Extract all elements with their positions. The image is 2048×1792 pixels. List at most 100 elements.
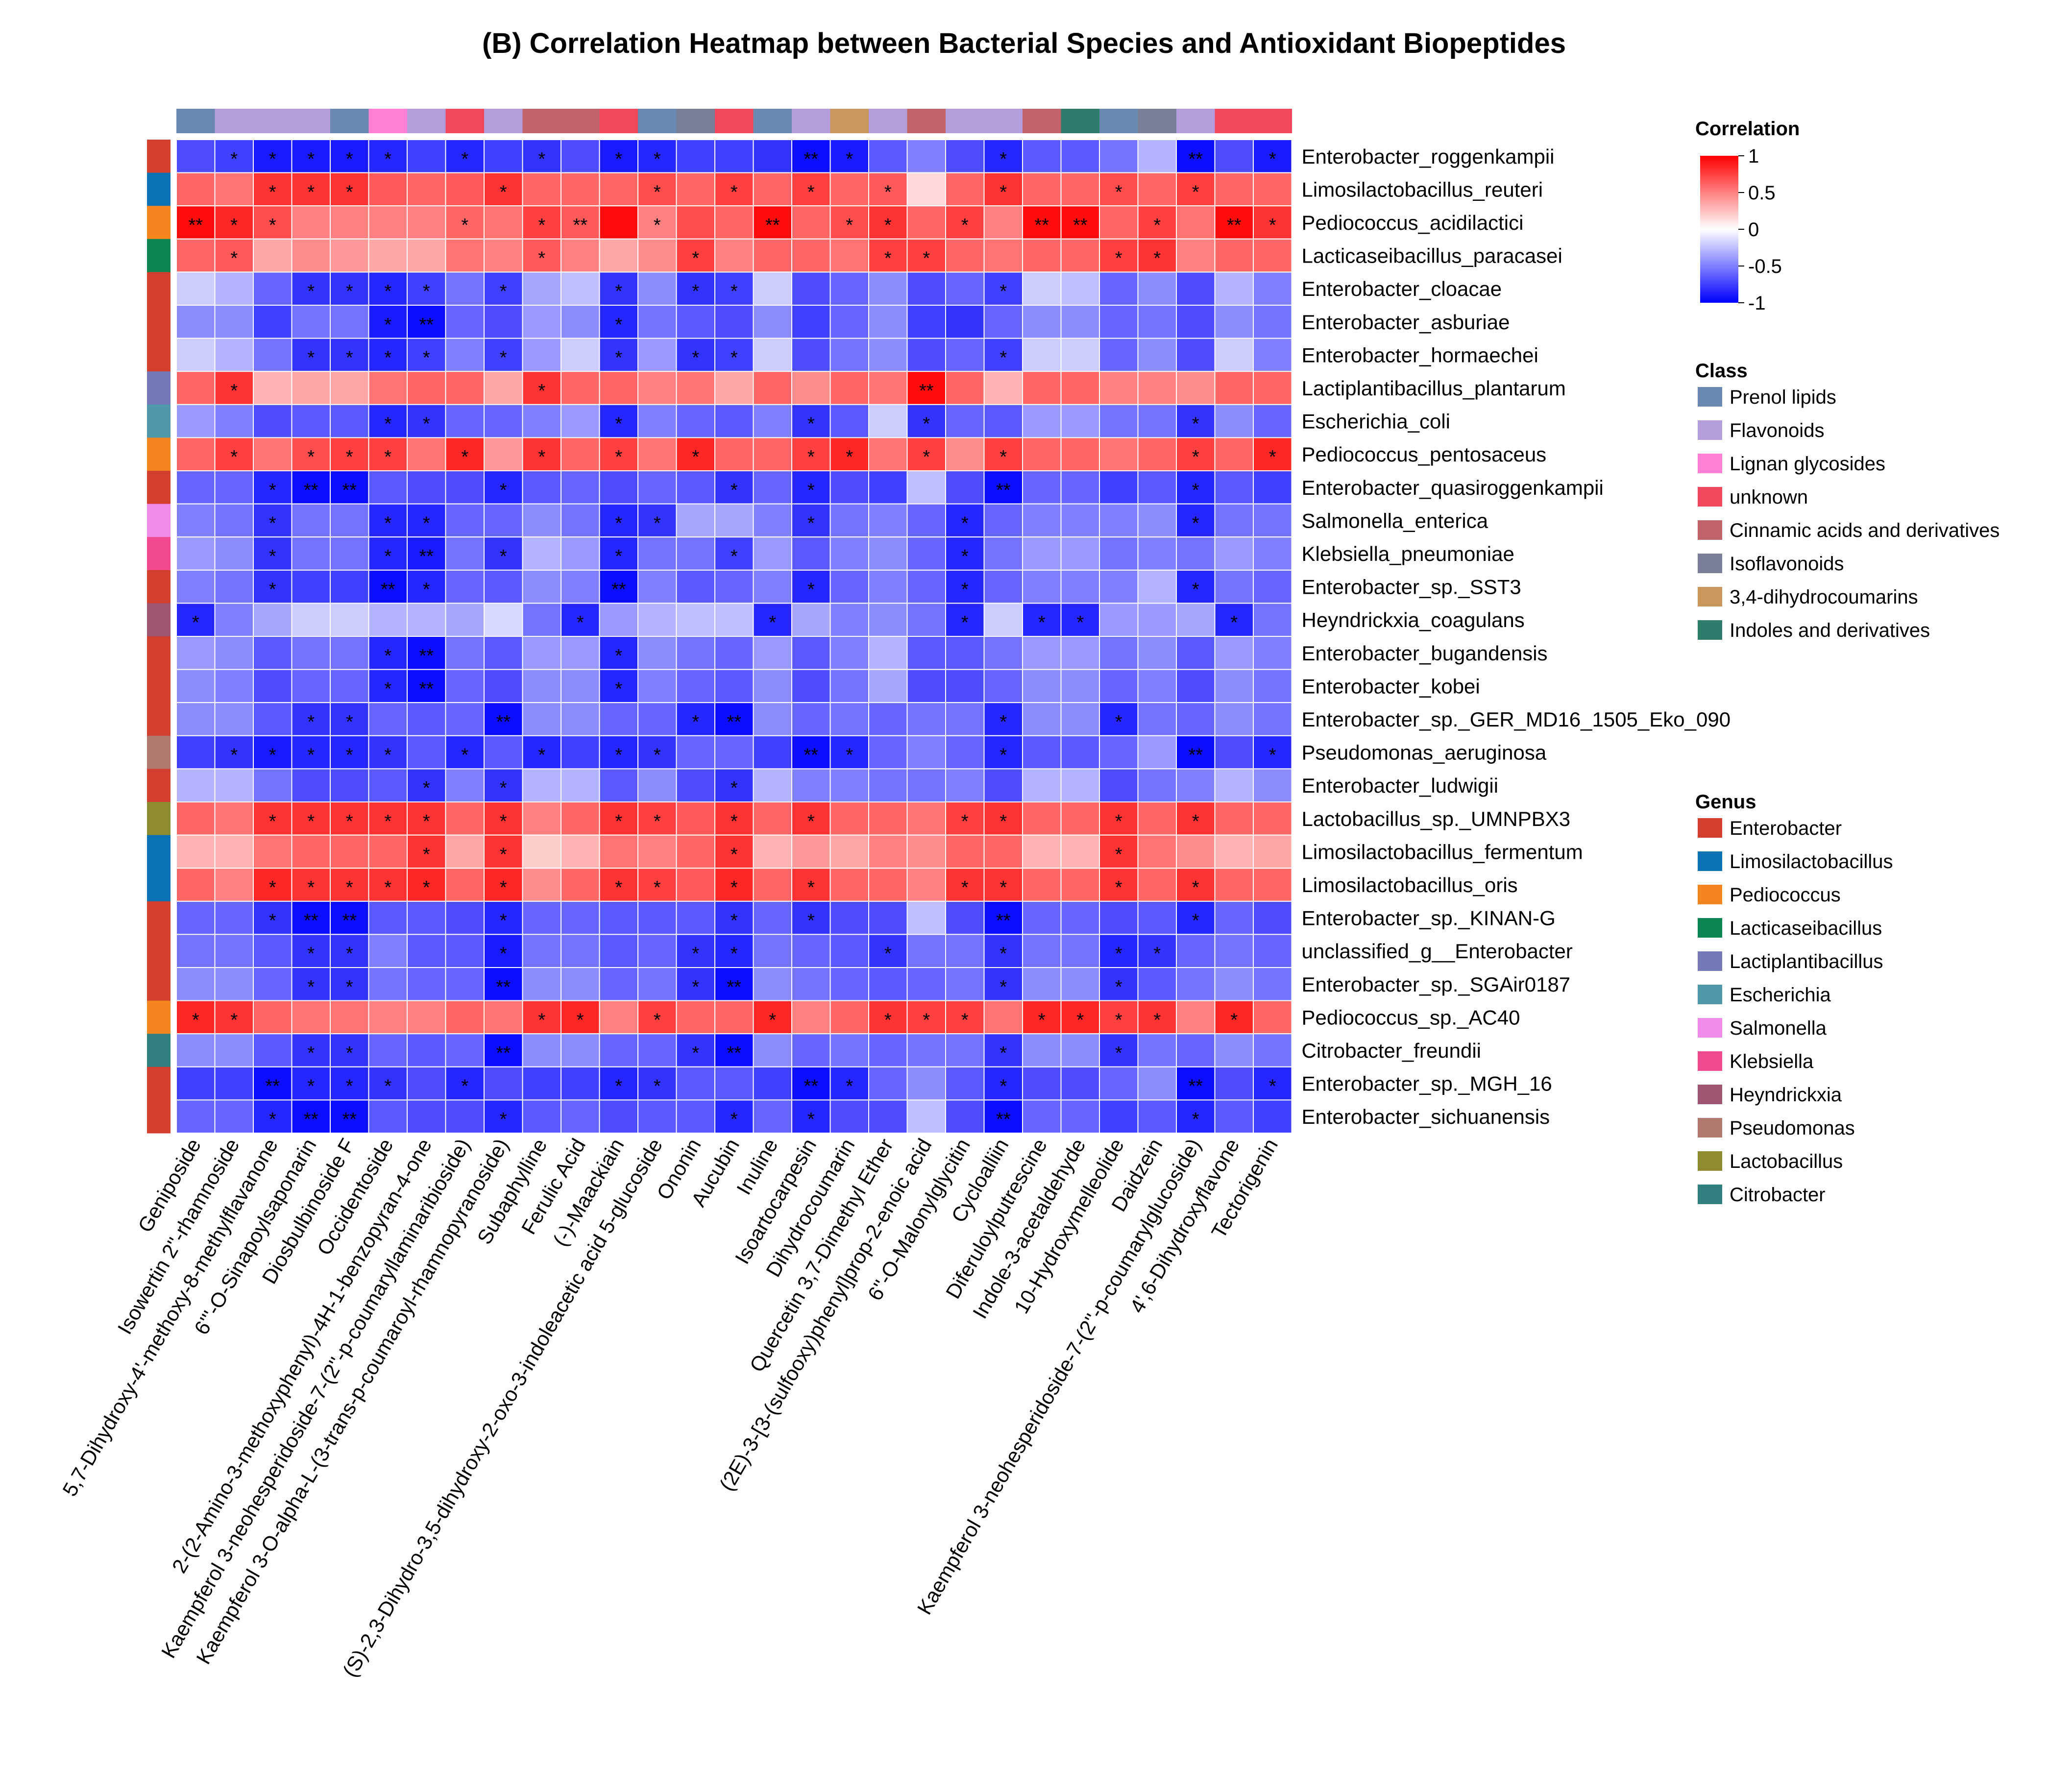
heatmap-cell — [368, 934, 408, 969]
heatmap-cell — [1253, 967, 1292, 1001]
heatmap-cell — [214, 868, 254, 902]
heatmap-cell — [1176, 1033, 1216, 1067]
heatmap-cell — [1099, 536, 1139, 571]
heatmap-cell — [484, 305, 523, 339]
significance-mark: * — [346, 281, 353, 302]
heatmap-cell — [676, 503, 715, 538]
heatmap-cell — [368, 139, 408, 173]
heatmap-cell — [868, 967, 908, 1001]
significance-mark: * — [1115, 844, 1122, 865]
heatmap-cell — [214, 305, 254, 339]
heatmap-cell — [445, 371, 485, 405]
heatmap-cell — [714, 669, 754, 703]
heatmap-cell — [291, 768, 331, 803]
significance-mark: * — [577, 1010, 584, 1030]
heatmap-cell — [253, 1099, 293, 1134]
heatmap-cell — [791, 536, 831, 571]
significance-mark: * — [731, 911, 738, 931]
heatmap-cell — [714, 503, 754, 538]
heatmap-cell — [445, 768, 485, 803]
heatmap-cell — [868, 801, 908, 836]
heatmap-cell — [868, 172, 908, 207]
row-genus-swatch — [147, 1034, 171, 1067]
heatmap-cell — [868, 139, 908, 173]
significance-mark: * — [1000, 281, 1007, 302]
significance-mark: * — [538, 149, 545, 170]
genus-legend: Genus Enterobacter Limosilactobacillus Ped… — [1695, 791, 1893, 1206]
significance-mark: * — [846, 215, 853, 236]
heatmap-cell — [945, 238, 985, 273]
heatmap-cell — [829, 271, 869, 306]
significance-mark: * — [1230, 1010, 1238, 1030]
heatmap-cell — [1137, 139, 1177, 173]
heatmap-cell — [522, 536, 561, 571]
significance-mark: ** — [727, 712, 741, 732]
heatmap-cell — [1176, 801, 1216, 836]
heatmap-cell — [714, 735, 754, 770]
significance-mark: * — [1038, 1010, 1046, 1030]
heatmap-cell — [330, 338, 369, 372]
significance-mark: * — [1000, 149, 1007, 170]
heatmap-cell — [561, 271, 600, 306]
heatmap-cell — [330, 271, 369, 306]
heatmap-cell — [484, 371, 523, 405]
significance-mark: * — [461, 1076, 468, 1097]
heatmap-cell — [983, 503, 1023, 538]
heatmap-cell — [291, 1099, 331, 1134]
heatmap-cell — [945, 503, 985, 538]
significance-mark: * — [731, 877, 738, 898]
heatmap-cell — [522, 1033, 561, 1067]
heatmap-cell — [945, 139, 985, 173]
heatmap-cell — [253, 603, 293, 637]
heatmap-cell — [484, 1099, 523, 1134]
column-class-swatch — [830, 109, 869, 133]
heatmap-cell — [983, 636, 1023, 670]
significance-mark: * — [1115, 1043, 1122, 1064]
heatmap-cell — [522, 172, 561, 207]
significance-mark: * — [846, 149, 853, 170]
legend-item-label: Pediococcus — [1730, 884, 1841, 906]
heatmap-cell — [1099, 1033, 1139, 1067]
heatmap-cell — [753, 900, 792, 935]
heatmap-cell — [253, 305, 293, 339]
heatmap-cell — [791, 934, 831, 969]
chart-title: (B) Correlation Heatmap between Bacteria… — [482, 27, 1566, 59]
significance-mark: * — [1269, 745, 1276, 766]
column-class-swatch — [907, 109, 946, 133]
heatmap-cell — [637, 834, 677, 869]
column-class-swatch — [792, 109, 830, 133]
colorbar-tick-label: -1 — [1748, 292, 1766, 314]
heatmap-cell — [1176, 1099, 1216, 1134]
heatmap-cell — [1060, 1099, 1100, 1134]
heatmap-cell — [714, 305, 754, 339]
heatmap-cell — [753, 868, 792, 902]
heatmap-cell — [291, 1000, 331, 1035]
heatmap-cell — [791, 801, 831, 836]
legend-swatch — [1698, 620, 1722, 640]
significance-mark: * — [230, 447, 238, 467]
significance-mark: * — [230, 745, 238, 766]
heatmap-cell — [1022, 669, 1062, 703]
heatmap-cell — [983, 569, 1023, 604]
heatmap-cell — [868, 735, 908, 770]
heatmap-cell — [1137, 801, 1177, 836]
heatmap-cell — [484, 569, 523, 604]
heatmap-cell — [791, 1099, 831, 1134]
correlation-colorbar — [1700, 156, 1738, 303]
heatmap-cell — [1253, 603, 1292, 637]
heatmap-cell — [983, 139, 1023, 173]
heatmap-cell — [829, 967, 869, 1001]
significance-mark: * — [423, 513, 430, 533]
heatmap-cell — [561, 1033, 600, 1067]
significance-mark: * — [461, 745, 468, 766]
heatmap-cell — [1253, 338, 1292, 372]
heatmap-cell — [868, 636, 908, 670]
heatmap-cell — [599, 205, 638, 240]
significance-mark: * — [1000, 447, 1007, 467]
heatmap-cell — [868, 569, 908, 604]
significance-mark: * — [1192, 414, 1199, 435]
heatmap-cell — [561, 834, 600, 869]
heatmap-cell — [291, 238, 331, 273]
row-label: Pediococcus_pentosaceus — [1302, 443, 1547, 466]
heatmap-cell — [945, 404, 985, 438]
